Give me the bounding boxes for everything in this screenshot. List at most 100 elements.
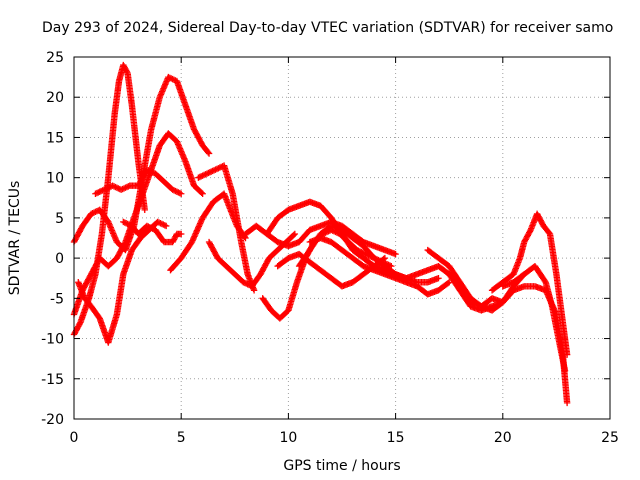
data-point	[123, 68, 131, 75]
data-point	[154, 218, 161, 226]
data-point	[202, 171, 209, 178]
data-point	[145, 223, 152, 230]
series-sat-e	[92, 166, 185, 197]
data-point	[291, 230, 299, 238]
data-point	[381, 254, 389, 262]
x-tick-label: 0	[70, 430, 79, 446]
data-point	[147, 168, 155, 175]
y-tick-label: -15	[41, 372, 64, 388]
data-point	[204, 149, 212, 156]
data-point	[113, 184, 121, 191]
data-point	[360, 250, 368, 257]
data-point	[563, 351, 571, 358]
data-point	[169, 186, 176, 193]
data-point	[244, 281, 251, 288]
data-point	[161, 222, 168, 229]
data-point	[124, 220, 131, 228]
data-point	[149, 225, 156, 232]
data-point	[97, 187, 105, 195]
data-point	[198, 189, 205, 196]
series-sat-t	[499, 262, 569, 374]
data-point	[241, 279, 249, 287]
data-point	[160, 221, 167, 228]
data-point	[170, 76, 178, 83]
data-point	[196, 173, 203, 181]
data-point	[444, 279, 452, 287]
data-point	[119, 185, 126, 193]
data-point	[240, 279, 247, 286]
data-point	[149, 169, 156, 176]
data-point	[169, 75, 176, 83]
data-point	[89, 209, 96, 217]
data-point	[199, 190, 206, 197]
x-tick-label: 5	[177, 430, 186, 446]
data-point	[199, 172, 206, 179]
data-point	[100, 186, 108, 193]
data-point	[87, 210, 95, 218]
data-point	[563, 399, 571, 407]
data-point	[158, 220, 166, 228]
data-point	[102, 185, 109, 193]
data-point	[110, 183, 118, 190]
data-point	[146, 224, 153, 231]
data-point	[115, 185, 122, 192]
data-point	[90, 209, 98, 216]
data-point	[143, 222, 151, 230]
data-point	[212, 166, 219, 173]
data-point	[103, 185, 111, 192]
data-point	[200, 171, 208, 179]
data-point	[178, 230, 185, 238]
data-point	[205, 150, 213, 157]
data-point	[203, 170, 211, 177]
data-point	[155, 219, 163, 226]
plot-frame	[73, 56, 611, 420]
data-point	[145, 167, 152, 174]
y-tick-label: 25	[46, 50, 64, 66]
data-point	[209, 167, 216, 175]
data-point	[173, 188, 181, 195]
data-point	[120, 185, 128, 192]
data-point	[165, 73, 172, 81]
series-sat-i	[205, 230, 299, 290]
data-point	[290, 231, 297, 239]
y-tick-label: 5	[55, 211, 64, 227]
data-points	[70, 61, 571, 407]
x-tick-label: 10	[279, 430, 297, 446]
y-axis-title: SDTVAR / TECUs	[7, 181, 23, 296]
data-point	[121, 219, 128, 226]
data-point	[206, 169, 213, 176]
data-point	[162, 222, 170, 230]
data-point	[105, 184, 112, 191]
data-point	[146, 167, 153, 175]
data-point	[112, 183, 119, 191]
data-point	[92, 208, 99, 216]
series-sat-a	[70, 61, 148, 338]
x-tick-label: 25	[601, 430, 619, 446]
data-point	[96, 188, 103, 195]
data-point	[178, 190, 185, 197]
data-point	[215, 165, 222, 172]
data-point	[125, 221, 133, 228]
data-point	[392, 250, 399, 258]
data-point	[208, 168, 215, 175]
data-point	[92, 190, 99, 197]
series-sat-f	[120, 218, 185, 246]
data-point	[167, 75, 175, 82]
y-axis-ticks: -20 -15 -10 -5 0 5 10 15 20 25	[41, 50, 610, 428]
data-point	[205, 169, 212, 177]
y-tick-label: -10	[41, 332, 64, 348]
data-point	[143, 166, 151, 173]
data-point	[195, 174, 202, 181]
data-point	[561, 367, 569, 374]
y-tick-label: 10	[46, 171, 64, 187]
data-point	[141, 206, 148, 214]
data-point	[250, 287, 258, 294]
data-point	[93, 189, 101, 197]
data-point	[243, 280, 250, 287]
data-point	[435, 275, 442, 282]
data-point	[122, 220, 130, 227]
data-point	[198, 173, 205, 180]
y-tick-label: 0	[55, 251, 64, 267]
data-point	[122, 184, 129, 191]
